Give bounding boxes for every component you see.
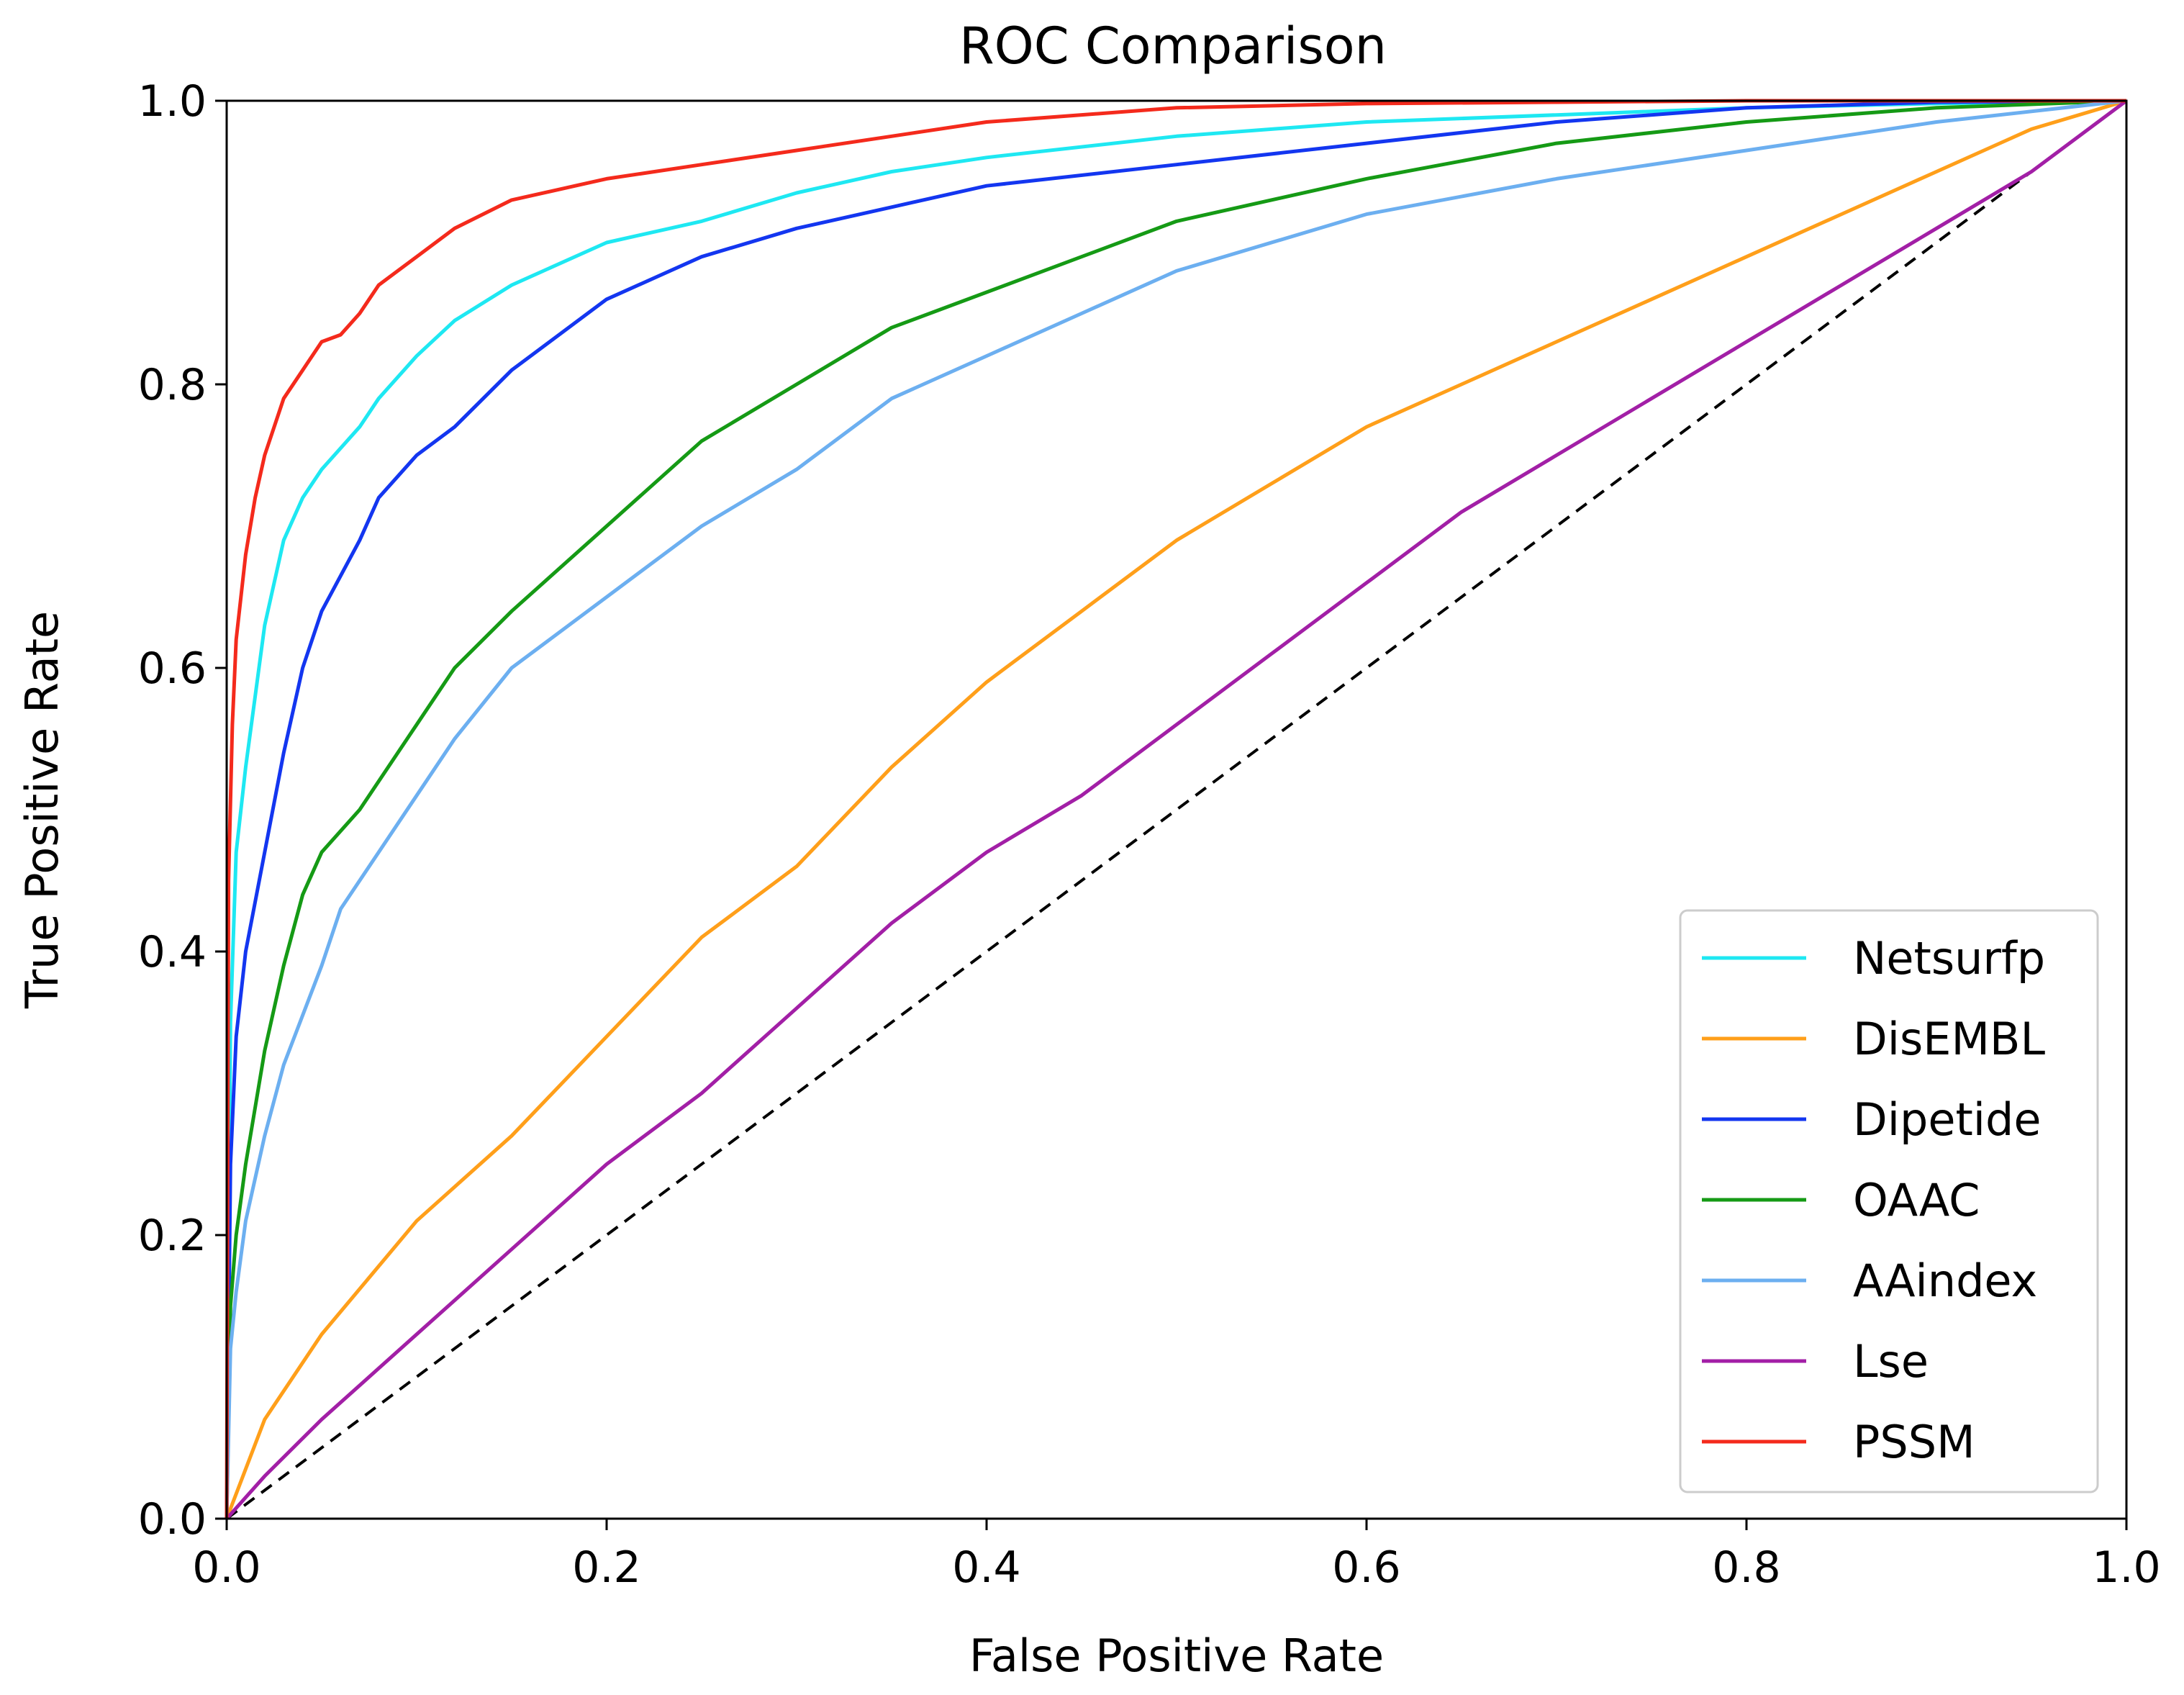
legend-label-pssm: PSSM (1853, 1416, 1975, 1468)
y-tick-label: 0.6 (138, 643, 207, 694)
x-tick-label: 0.6 (1332, 1542, 1400, 1593)
legend-label-oaac: OAAC (1853, 1174, 1980, 1226)
x-tick-label: 0.2 (572, 1542, 640, 1593)
chart-title: ROC Comparison (959, 17, 1387, 76)
legend-label-disembl: DisEMBL (1853, 1013, 2045, 1065)
x-axis-title: False Positive Rate (969, 1630, 1384, 1682)
y-tick-label: 1.0 (138, 76, 207, 127)
legend-label-lse: Lse (1853, 1335, 1929, 1388)
axis-ticks: 0.0 0.2 0.4 0.6 0.8 1.0 0.0 0.2 0.4 0.6 0.8 1.0 (138, 76, 2161, 1593)
y-tick-label: 0.0 (138, 1494, 207, 1545)
x-tick-label: 1.0 (2092, 1542, 2160, 1593)
x-tick-label: 0.0 (192, 1542, 260, 1593)
series-line-lse (225, 99, 2128, 1520)
series-line-netsurfp (225, 99, 2127, 1519)
x-tick-label: 0.4 (952, 1542, 1020, 1593)
series-line-disembl (225, 99, 2127, 1519)
y-tick-label: 0.8 (138, 360, 207, 410)
chance-diagonal-line (225, 99, 2128, 1520)
legend-label-netsurfp: Netsurfp (1853, 932, 2045, 985)
x-tick-label: 0.8 (1712, 1542, 1780, 1593)
legend: Netsurfp DisEMBL Dipetide OAAC AAindex Lse PSS… (1679, 909, 2099, 1493)
series-line-aaindex (225, 99, 2127, 1519)
legend-box (1679, 909, 2099, 1493)
y-tick-label: 0.4 (138, 927, 207, 977)
series-line-dipetide (225, 99, 2127, 1519)
y-tick-label: 0.2 (138, 1211, 207, 1261)
y-axis-title: True Positive Rate (16, 611, 68, 1009)
plot-frame (225, 99, 2128, 1520)
plot-area (225, 99, 2128, 1520)
series-line-oaac (225, 99, 2127, 1519)
legend-label-dipetide: Dipetide (1853, 1093, 2042, 1146)
legend-label-aaindex: AAindex (1853, 1255, 2037, 1307)
series-line-pssm (225, 99, 2126, 1519)
